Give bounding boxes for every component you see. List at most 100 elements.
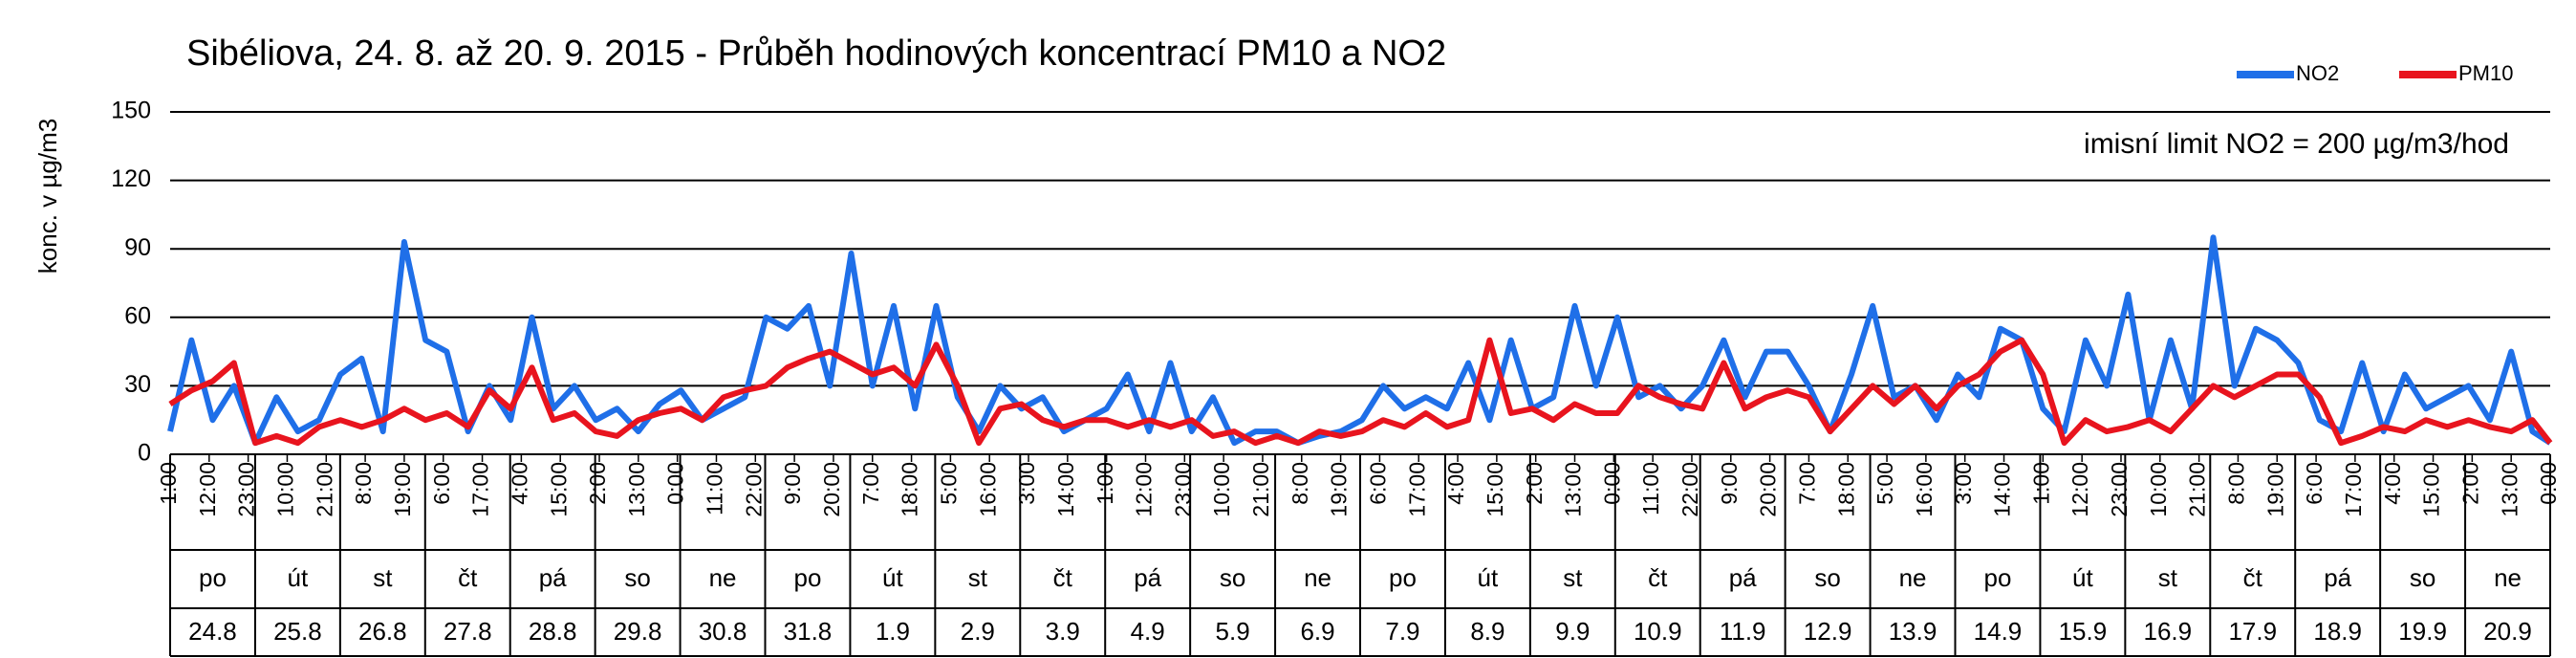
x-tick-label: 1:00	[156, 462, 181, 505]
day-name: pá	[1729, 563, 1757, 592]
x-tick-label: 22:00	[1678, 462, 1702, 517]
day-name: pá	[539, 563, 567, 592]
day-name: so	[2410, 563, 2435, 592]
day-name: čt	[1053, 563, 1073, 592]
legend-label: NO2	[2296, 61, 2339, 85]
day-name: po	[1389, 563, 1417, 592]
y-tick-label: 120	[111, 165, 151, 192]
date: 9.9	[1555, 617, 1590, 646]
x-tick-label: 8:00	[351, 462, 376, 505]
date: 19.9	[2398, 617, 2447, 646]
x-tick-label: 7:00	[1795, 462, 1820, 505]
date: 16.9	[2144, 617, 2193, 646]
x-tick-label: 2:00	[1522, 462, 1547, 505]
x-tick-label: 4:00	[1443, 462, 1468, 505]
x-tick-label: 0:00	[2536, 462, 2561, 505]
chart-title: Sibéliova, 24. 8. až 20. 9. 2015 - Průbě…	[186, 33, 1446, 74]
x-tick-label: 16:00	[975, 462, 1000, 517]
x-tick-label: 18:00	[1833, 462, 1858, 517]
day-name: so	[1220, 563, 1245, 592]
x-tick-label: 19:00	[1327, 462, 1352, 517]
annotation: imisní limit NO2 = 200 µg/m3/hod	[2084, 128, 2509, 160]
x-tick-label: 19:00	[390, 462, 415, 517]
x-tick-label: 23:00	[1170, 462, 1195, 517]
x-tick-label: 17:00	[1404, 462, 1429, 517]
x-tick-label: 19:00	[2262, 462, 2287, 517]
day-name: po	[199, 563, 227, 592]
day-name: ne	[2494, 563, 2522, 592]
day-name: ne	[1899, 563, 1927, 592]
x-tick-label: 6:00	[1365, 462, 1390, 505]
day-name: st	[2158, 563, 2178, 592]
date: 1.9	[876, 617, 910, 646]
x-tick-label: 17:00	[2341, 462, 2366, 517]
day-name: út	[288, 563, 309, 592]
x-tick-label: 14:00	[1990, 462, 2015, 517]
x-tick-label: 2:00	[2457, 462, 2482, 505]
x-tick-label: 8:00	[1288, 462, 1312, 505]
day-name: so	[624, 563, 650, 592]
x-tick-label: 6:00	[429, 462, 454, 505]
series-line	[168, 337, 2553, 447]
day-name: út	[1478, 563, 1499, 592]
date: 8.9	[1470, 617, 1504, 646]
x-tick-label: 12:00	[2067, 462, 2092, 517]
x-tick-label: 13:00	[624, 462, 649, 517]
date: 27.8	[444, 617, 492, 646]
y-tick-label: 150	[111, 98, 151, 124]
x-tick-label: 0:00	[1599, 462, 1624, 505]
x-tick-label: 13:00	[2497, 462, 2522, 517]
x-tick-label: 15:00	[546, 462, 571, 517]
day-name: so	[1814, 563, 1840, 592]
date: 31.8	[784, 617, 833, 646]
x-tick-label: 5:00	[1872, 462, 1897, 505]
day-name: út	[882, 563, 903, 592]
x-tick-label: 15:00	[2419, 462, 2444, 517]
x-tick-label: 17:00	[468, 462, 493, 517]
x-tick-label: 23:00	[2107, 462, 2132, 517]
y-tick-label: 0	[138, 440, 151, 467]
day-name: po	[794, 563, 822, 592]
x-tick-label: 20:00	[819, 462, 844, 517]
x-tick-label: 13:00	[1561, 462, 1586, 517]
day-name: st	[1563, 563, 1583, 592]
legend-label: PM10	[2458, 61, 2513, 85]
x-tick-label: 10:00	[2146, 462, 2171, 517]
date: 15.9	[2059, 617, 2108, 646]
x-tick-label: 22:00	[741, 462, 766, 517]
y-tick-label: 30	[124, 371, 151, 398]
x-tick-label: 9:00	[1717, 462, 1742, 505]
day-name: pá	[2324, 563, 2351, 592]
date: 5.9	[1216, 617, 1250, 646]
x-tick-label: 7:00	[858, 462, 883, 505]
x-tick-label: 14:00	[1053, 462, 1078, 517]
date: 25.8	[273, 617, 322, 646]
date: 30.8	[699, 617, 747, 646]
day-name: čt	[1648, 563, 1668, 592]
x-tick-label: 10:00	[273, 462, 298, 517]
y-tick-label: 60	[124, 302, 151, 329]
x-tick-label: 21:00	[2185, 462, 2210, 517]
date: 29.8	[614, 617, 662, 646]
date: 12.9	[1804, 617, 1852, 646]
date: 20.9	[2483, 617, 2532, 646]
date: 4.9	[1131, 617, 1165, 646]
x-tick-label: 2:00	[585, 462, 610, 505]
series-line	[167, 234, 2552, 447]
date: 28.8	[529, 617, 577, 646]
x-tick-label: 21:00	[312, 462, 336, 517]
x-tick-label: 6:00	[2302, 462, 2327, 505]
date: 11.9	[1720, 617, 1766, 646]
x-tick-label: 20:00	[1756, 462, 1781, 517]
date: 18.9	[2313, 617, 2362, 646]
x-tick-label: 4:00	[507, 462, 531, 505]
day-name: ne	[709, 563, 737, 592]
x-tick-label: 11:00	[703, 462, 727, 515]
x-tick-label: 12:00	[1132, 462, 1157, 517]
day-name: st	[968, 563, 988, 592]
x-tick-label: 10:00	[1209, 462, 1234, 517]
x-tick-label: 21:00	[1248, 462, 1273, 517]
day-name: st	[373, 563, 393, 592]
